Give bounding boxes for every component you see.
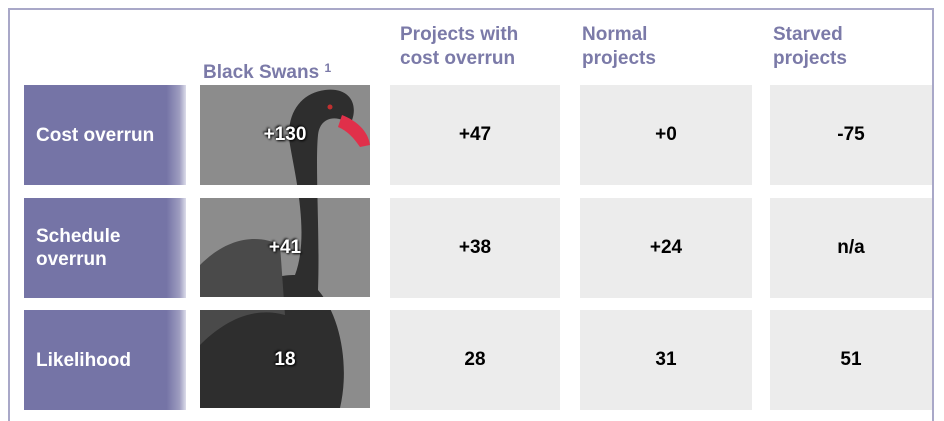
cell-value: +41 [200, 198, 370, 298]
column-header: Projects with cost overrun [400, 23, 560, 71]
cell-value: 28 [390, 310, 560, 410]
cell-value: +47 [390, 85, 560, 185]
column-header: Normal projects [582, 23, 692, 71]
row-label: Schedule overrun [24, 198, 186, 298]
cell-value: +0 [580, 85, 752, 185]
cell-value: 31 [580, 310, 752, 410]
cell-value: +38 [390, 198, 560, 298]
row-label: Likelihood [24, 310, 186, 410]
column-header: Starved projects [773, 23, 883, 71]
cell-value: 51 [770, 310, 932, 410]
cell-value: 18 [200, 310, 370, 410]
footnote-mark: 1 [324, 61, 331, 75]
cell-value: -75 [770, 85, 932, 185]
cell-value: n/a [770, 198, 932, 298]
cell-value: +130 [200, 85, 370, 185]
row-label: Cost overrun [24, 85, 186, 185]
column-header: Black Swans 1 [203, 56, 373, 85]
page: Black Swans 1 Projects with cost overrun… [0, 0, 944, 421]
cell-value: +24 [580, 198, 752, 298]
